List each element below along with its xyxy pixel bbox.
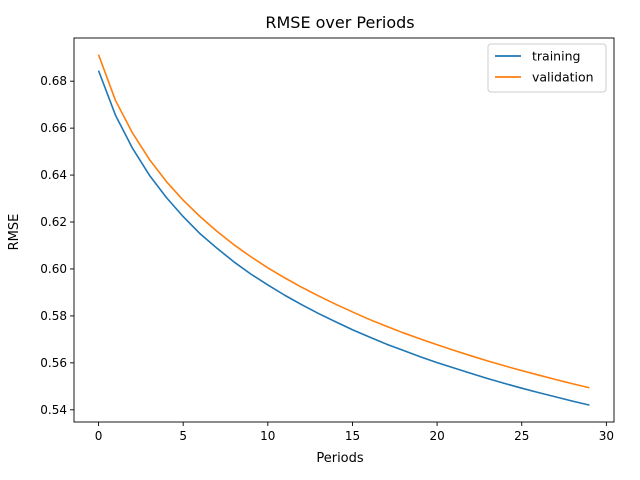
y-tick-label: 0.54 [40,403,67,417]
x-tick-label: 15 [345,429,360,443]
x-tick-label: 20 [429,429,444,443]
x-tick-label: 5 [179,429,187,443]
series-line-validation [97,54,590,389]
series-layer [97,54,590,406]
y-tick-label: 0.64 [40,168,67,182]
y-tick-label: 0.56 [40,356,67,370]
y-tick-label: 0.60 [40,262,67,276]
y-axis-label: RMSE [7,214,22,251]
x-tick-label: 0 [95,429,103,443]
plot-frame [73,37,615,423]
y-tick-label: 0.68 [40,74,67,88]
legend: training validation [487,43,607,93]
chart-title: RMSE over Periods [265,13,414,32]
x-tick-label: 30 [599,429,614,443]
legend-label-validation: validation [532,70,594,85]
x-axis-label: Periods [316,451,364,466]
y-tick-label: 0.66 [40,121,67,135]
series-line-training [97,70,590,406]
y-tick-label: 0.62 [40,215,67,229]
x-tick-label: 10 [260,429,275,443]
y-tick-label: 0.58 [40,309,67,323]
x-tick-label: 25 [514,429,529,443]
ticks-layer: 0 5 10 15 20 25 30 0.54 0.56 0.58 0.60 0.62 0.64 0.66… [40,74,614,443]
legend-label-training: training [532,49,580,64]
axes-layer [73,37,615,423]
